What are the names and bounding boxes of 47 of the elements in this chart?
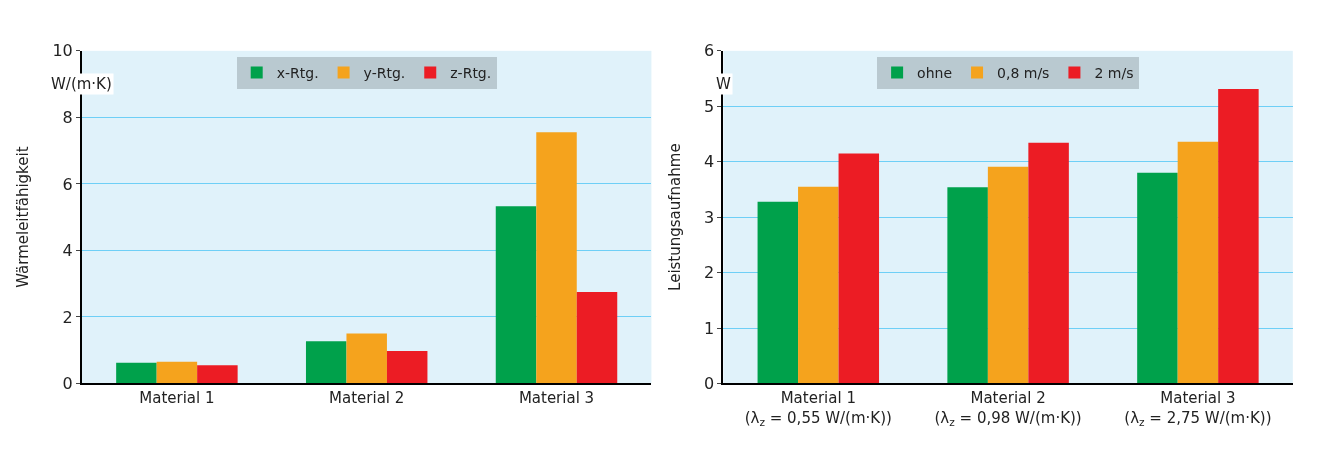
y-tick-label: 2 [704,263,715,283]
x-tick-label: Material 2 [329,389,405,408]
annotation: W [716,75,731,93]
legend-label: ohne [917,64,953,81]
bar [1028,142,1069,384]
bar [757,201,799,384]
y-tick-label: 6 [62,174,73,194]
bar [156,361,198,384]
y-tick-label: 0 [62,374,73,394]
bar [798,186,839,384]
bar [305,341,347,384]
category-label: Material 2 (λ$_{z}$ = 0,98 W/(m·K)) [934,389,1082,429]
legend-label: 0,8 m/s [997,64,1050,81]
y-axis-title: Leistungsaufnahme [665,143,684,291]
y-tick-label: 4 [62,241,73,261]
y-tick-label: 0 [704,374,715,394]
x-tick-label: Material 1 [139,389,215,408]
bar [947,187,988,384]
bar [1218,89,1259,384]
y-tick-label: 2 [62,307,73,327]
category-label: Material 1 (λ$_{z}$ = 0,55 W/(m·K)) [744,389,892,429]
bar [386,350,428,384]
y-tick-label: 4 [704,152,715,172]
legend-label: y-Rtg. [363,64,406,81]
bar [116,362,157,384]
y-tick-label: 10 [52,41,73,61]
bar [197,365,238,384]
annotation: W/(m·K) [51,75,112,93]
y-axis-title: Wärmeleitfähigkeit [14,146,33,288]
y-tick-label: 6 [704,41,715,61]
bar [987,166,1029,384]
y-tick-label: 5 [704,96,715,116]
bar [576,292,618,384]
y-tick-label: 8 [62,107,73,127]
category-label: Material 3 (λ$_{z}$ = 2,75 W/(m·K)) [1124,389,1272,429]
legend-label: x-Rtg. [276,64,319,81]
bar [838,153,880,384]
bar [1137,172,1178,384]
legend-label: z-Rtg. [450,64,492,81]
bar [346,333,387,384]
bar [536,132,577,384]
legend-label: 2 m/s [1094,64,1134,81]
bar [1177,141,1219,384]
y-tick-label: 3 [704,207,715,227]
bar [495,206,537,384]
x-tick-label: Material 3 [518,389,595,408]
y-tick-label: 1 [704,318,715,338]
